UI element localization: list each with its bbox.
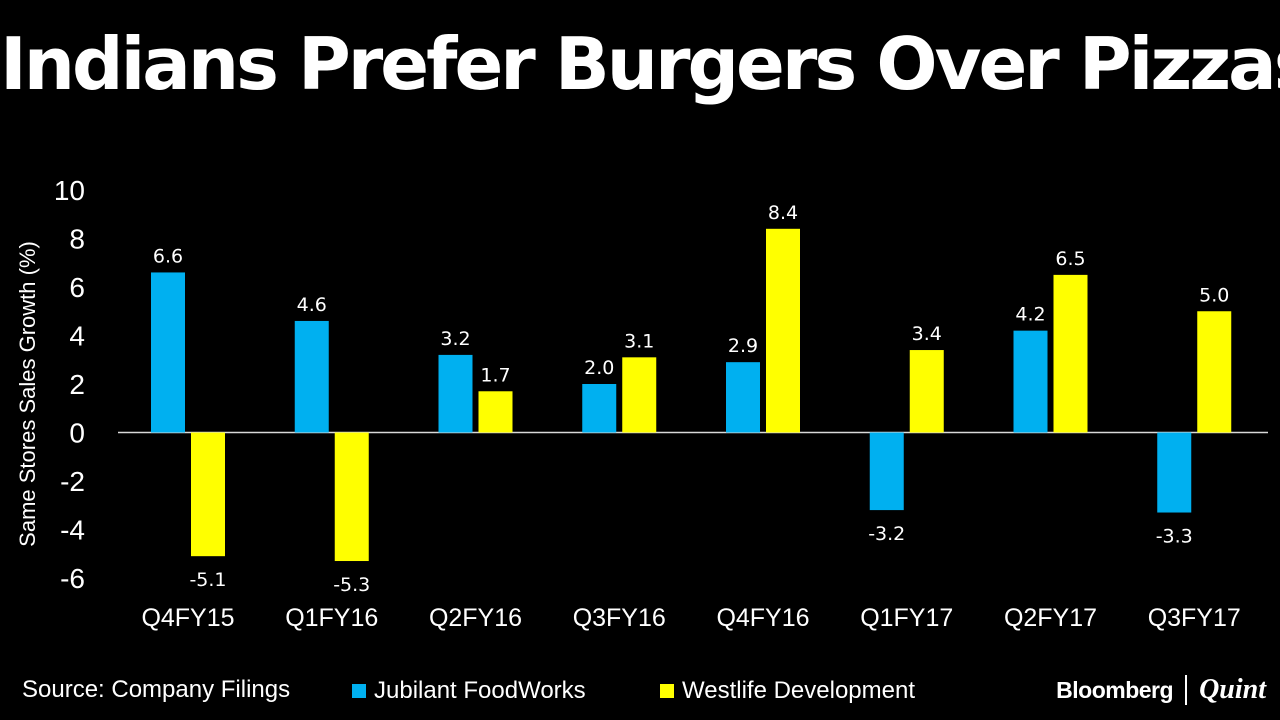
bar-westlife [191,432,225,557]
data-label-jubilant: 2.9 [728,335,758,357]
brand-quint: Quint [1199,674,1266,705]
bar-jubilant [726,362,760,433]
data-label-westlife: 3.1 [624,330,654,352]
chart-title: Indians Prefer Burgers Over Pizzas [0,22,1280,106]
x-tick-label: Q1FY17 [860,604,953,632]
data-label-westlife: 1.7 [480,364,510,386]
x-tick-label: Q3FY17 [1148,604,1241,632]
y-tick-label: 6 [69,272,85,303]
brand-divider [1185,675,1188,705]
x-tick-label: Q2FY16 [429,604,522,632]
y-tick-label: -2 [60,466,85,497]
y-tick-label: -6 [60,563,85,594]
legend-swatch-westlife [660,684,674,698]
data-label-jubilant: 2.0 [584,357,614,379]
x-tick-label: Q2FY17 [1004,604,1097,632]
data-label-westlife: 3.4 [912,323,942,345]
x-tick-label: Q1FY16 [285,604,378,632]
legend-item-westlife: Westlife Development [660,676,915,706]
data-label-westlife: -5.3 [333,574,370,596]
x-tick-label: Q3FY16 [573,604,666,632]
data-label-jubilant: -3.3 [1156,526,1193,548]
bar-chart: Same Stores Sales Growth (%) 10 8 6 4 2 0 -2 -4 -… [15,175,1268,632]
bar-jubilant [582,384,617,433]
bar-westlife [1197,311,1232,433]
y-axis-label: Same Stores Sales Growth (%) [15,241,40,547]
y-tick-label: 8 [69,224,85,255]
y-tick-label: 0 [69,418,85,449]
data-label-westlife: -5.1 [189,569,226,591]
legend-label-jubilant: Jubilant FoodWorks [374,677,586,704]
y-tick-label: -4 [60,515,85,546]
x-tick-label: Q4FY15 [141,604,234,632]
data-label-westlife: 5.0 [1199,284,1229,306]
data-label-westlife: 8.4 [768,202,798,224]
bar-westlife [909,350,944,433]
bar-jubilant [869,432,904,511]
bar-westlife [766,228,800,433]
bar-jubilant [294,320,329,433]
bar-westlife [478,391,513,433]
legend-swatch-jubilant [352,684,366,698]
legend-label-westlife: Westlife Development [682,677,915,704]
brand-logo: Bloomberg Quint [1056,674,1266,706]
data-label-jubilant: -3.2 [868,523,905,545]
data-label-westlife: 6.5 [1055,248,1085,270]
bar-jubilant [151,272,185,433]
bar-westlife [622,357,657,433]
data-label-jubilant: 4.2 [1015,304,1045,326]
source-note: Source: Company Filings [22,676,291,703]
legend-item-jubilant: Jubilant FoodWorks [352,676,586,706]
y-tick-label: 10 [54,175,85,206]
y-tick-label: 2 [69,369,85,400]
bar-jubilant [1013,330,1048,433]
data-label-jubilant: 4.6 [297,294,327,316]
data-label-jubilant: 3.2 [440,328,470,350]
bar-jubilant [1157,432,1192,513]
bar-westlife [334,432,369,562]
brand-bloomberg: Bloomberg [1056,676,1174,703]
x-tick-label: Q4FY16 [716,604,809,632]
bar-westlife [1053,274,1088,433]
y-tick-label: 4 [69,321,85,352]
data-label-jubilant: 6.6 [153,245,183,267]
bar-jubilant [438,354,473,433]
